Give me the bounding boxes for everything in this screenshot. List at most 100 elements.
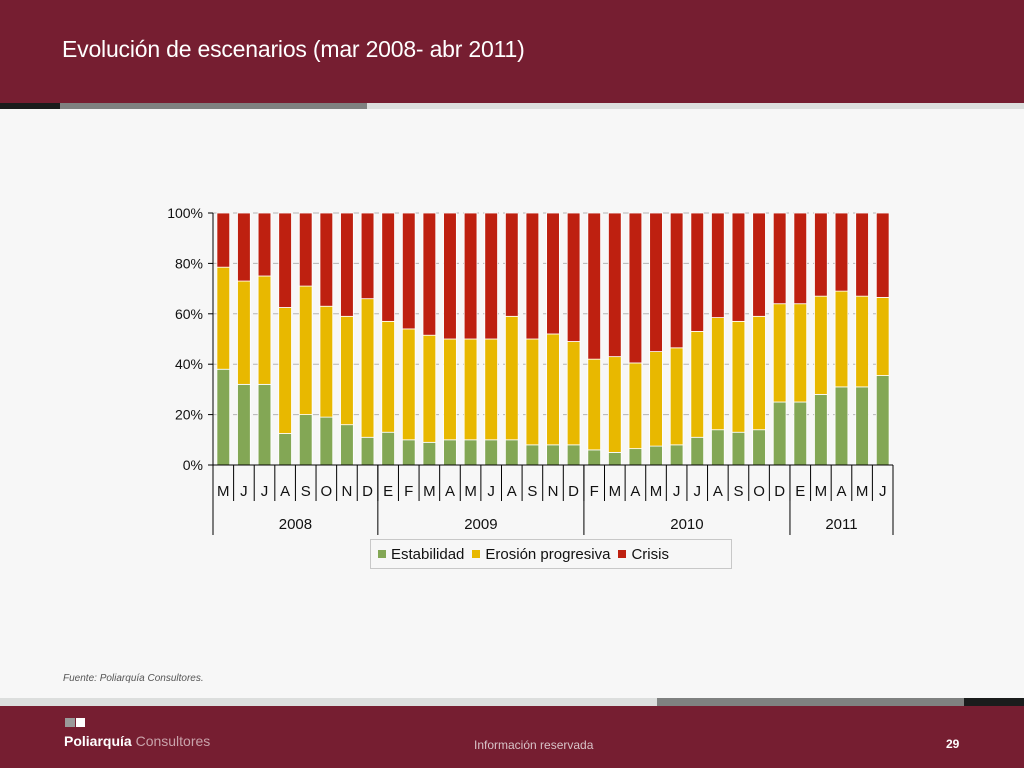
x-tick-label: S bbox=[301, 483, 311, 500]
bar-erosion bbox=[525, 338, 540, 446]
x-tick-label: M bbox=[423, 483, 436, 500]
y-tick-label: 40% bbox=[175, 356, 203, 372]
x-tick-label: J bbox=[673, 483, 681, 500]
bar-crisis bbox=[443, 212, 457, 340]
bar-erosion bbox=[484, 338, 498, 441]
bottom-accent-black bbox=[964, 698, 1024, 706]
bar-erosion bbox=[237, 280, 251, 385]
x-tick-label: F bbox=[590, 483, 599, 500]
bar-erosion bbox=[381, 320, 395, 433]
x-tick-label: A bbox=[445, 483, 455, 500]
y-tick-label: 100% bbox=[167, 205, 203, 221]
bar-crisis bbox=[298, 212, 313, 287]
bar-estabilidad bbox=[443, 439, 457, 466]
x-tick-label: M bbox=[815, 483, 828, 500]
source-note: Fuente: Poliarquía Consultores. bbox=[63, 673, 204, 684]
logo-bold: Poliarquía bbox=[64, 733, 132, 749]
bar-estabilidad bbox=[504, 439, 519, 466]
top-accent-black bbox=[0, 103, 60, 109]
bar-estabilidad bbox=[793, 401, 808, 466]
x-tick-label: M bbox=[464, 483, 477, 500]
bar-estabilidad bbox=[319, 416, 334, 466]
bar-crisis bbox=[669, 212, 684, 349]
bar-crisis bbox=[360, 212, 375, 300]
bar-crisis bbox=[772, 212, 787, 305]
bar-estabilidad bbox=[257, 383, 272, 466]
x-tick-label: A bbox=[280, 483, 290, 500]
bar-estabilidad bbox=[690, 436, 705, 466]
bar-estabilidad bbox=[628, 448, 643, 466]
bar-crisis bbox=[525, 212, 540, 340]
bar-erosion bbox=[257, 275, 272, 385]
bar-estabilidad bbox=[608, 451, 622, 466]
bar-crisis bbox=[711, 212, 725, 318]
confidential-label: Información reservada bbox=[474, 738, 594, 752]
bar-erosion bbox=[278, 307, 292, 434]
bar-erosion bbox=[216, 266, 231, 370]
bar-crisis bbox=[608, 212, 622, 358]
x-tick-label: J bbox=[693, 483, 701, 500]
bar-crisis bbox=[649, 212, 663, 353]
x-tick-label: D bbox=[362, 483, 373, 500]
x-tick-label: M bbox=[650, 483, 663, 500]
bar-erosion bbox=[298, 285, 313, 415]
legend-swatch bbox=[378, 550, 386, 558]
bar-erosion bbox=[360, 298, 375, 438]
legend-item: Erosión progresiva bbox=[472, 546, 610, 563]
bar-crisis bbox=[381, 212, 395, 322]
legend-swatch bbox=[472, 550, 481, 558]
bar-crisis bbox=[690, 212, 705, 332]
bottom-accent-light bbox=[0, 698, 657, 706]
bar-estabilidad bbox=[484, 439, 498, 466]
bar-crisis bbox=[875, 212, 890, 298]
x-tick-label: J bbox=[487, 483, 495, 500]
bottom-accent-gray bbox=[657, 698, 964, 706]
bar-estabilidad bbox=[525, 444, 540, 466]
bar-crisis bbox=[278, 212, 292, 308]
bar-erosion bbox=[834, 290, 849, 388]
bar-erosion bbox=[319, 305, 334, 418]
bar-crisis bbox=[340, 212, 354, 317]
bar-crisis bbox=[793, 212, 808, 305]
bar-crisis bbox=[546, 212, 560, 335]
x-tick-label: S bbox=[527, 483, 537, 500]
bar-crisis bbox=[257, 212, 272, 277]
bar-estabilidad bbox=[463, 439, 478, 466]
x-tick-label: F bbox=[404, 483, 413, 500]
page-number: 29 bbox=[946, 737, 960, 751]
bar-estabilidad bbox=[731, 431, 746, 466]
bar-crisis bbox=[566, 212, 581, 342]
x-tick-label: M bbox=[609, 483, 622, 500]
x-tick-label: J bbox=[879, 483, 887, 500]
x-tick-label: S bbox=[733, 483, 743, 500]
bar-erosion bbox=[772, 303, 787, 403]
bar-crisis bbox=[463, 212, 478, 340]
bar-estabilidad bbox=[711, 429, 725, 466]
legend-label: Erosión progresiva bbox=[485, 545, 611, 563]
bar-crisis bbox=[216, 212, 231, 268]
bar-estabilidad bbox=[834, 386, 849, 466]
year-label: 2011 bbox=[825, 516, 857, 533]
bar-estabilidad bbox=[278, 433, 292, 466]
slide-title: Evolución de escenarios (mar 2008- abr 2… bbox=[62, 36, 525, 62]
bar-erosion bbox=[669, 347, 684, 446]
x-tick-label: D bbox=[774, 483, 785, 500]
bar-erosion bbox=[546, 333, 560, 446]
y-tick-label: 60% bbox=[175, 306, 203, 322]
bar-estabilidad bbox=[669, 444, 684, 466]
x-tick-label: A bbox=[630, 483, 640, 500]
footer-band bbox=[0, 706, 1024, 768]
bar-erosion bbox=[463, 338, 478, 441]
legend-label: Crisis bbox=[631, 545, 669, 563]
bar-estabilidad bbox=[546, 444, 560, 466]
bar-erosion bbox=[422, 334, 437, 443]
legend-item: Estabilidad bbox=[378, 546, 464, 563]
company-logo-text: Poliarquía Consultores bbox=[64, 733, 210, 749]
bar-crisis bbox=[504, 212, 519, 317]
bar-erosion bbox=[814, 295, 828, 395]
company-logo-icon bbox=[65, 718, 85, 727]
year-label: 2009 bbox=[464, 516, 497, 533]
bar-erosion bbox=[608, 356, 622, 453]
bar-erosion bbox=[587, 358, 601, 451]
